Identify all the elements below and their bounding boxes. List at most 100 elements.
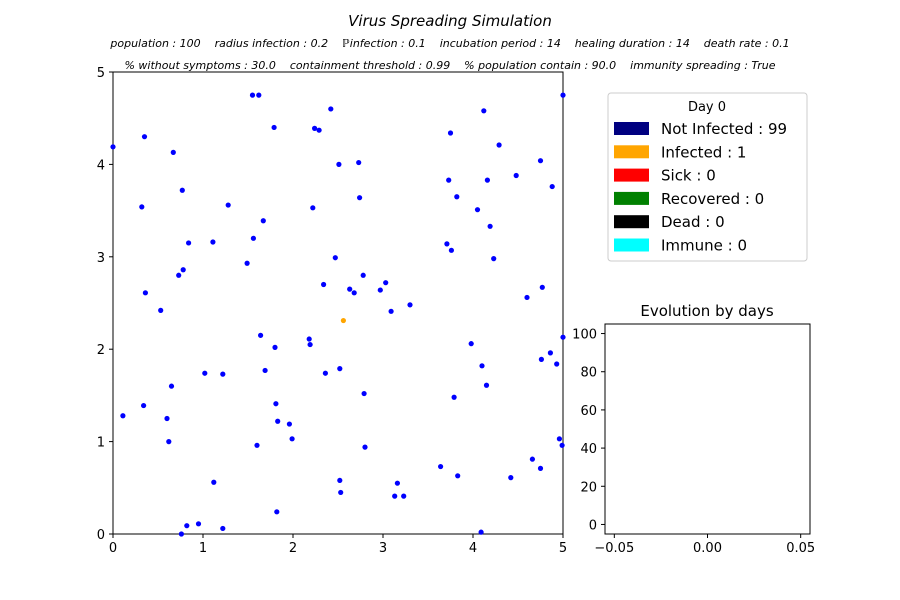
evolution-x-tick-label: −0.05	[594, 541, 634, 556]
legend-title: Day 0	[688, 100, 726, 115]
point-not-infected	[271, 124, 277, 131]
point-infected	[340, 317, 346, 324]
point-not-infected	[491, 256, 497, 262]
point-not-infected	[446, 177, 452, 183]
legend: Day 0 Not Infected : 99 Infected : 1 Sick …	[607, 92, 808, 262]
point-not-infected	[273, 401, 279, 407]
scatter-y-tick-label: 5	[97, 66, 105, 81]
point-not-infected	[139, 204, 145, 210]
scatter-x-tick-label: 3	[379, 541, 387, 556]
scatter-x-axis: 0 1 2 3 4 5	[109, 534, 567, 556]
point-not-infected	[513, 172, 519, 179]
point-not-infected	[468, 341, 474, 347]
legend-entry-label: Infected : 1	[661, 143, 746, 161]
point-not-infected	[484, 177, 490, 183]
evolution-title: Evolution by days	[640, 302, 773, 320]
point-not-infected	[383, 280, 389, 286]
legend-swatch	[614, 215, 649, 229]
point-not-infected	[316, 127, 322, 133]
legend-swatch	[614, 191, 649, 205]
point-not-infected	[508, 475, 514, 481]
point-not-infected	[556, 436, 563, 442]
point-not-infected	[479, 363, 485, 369]
point-not-infected	[170, 149, 176, 155]
point-not-infected	[158, 307, 164, 313]
point-not-infected	[554, 361, 560, 367]
legend-swatch	[614, 238, 649, 252]
point-not-infected	[338, 489, 344, 496]
point-not-infected	[347, 286, 353, 292]
point-not-infected	[262, 367, 268, 374]
point-not-infected	[220, 371, 226, 377]
point-not-infected	[328, 106, 334, 112]
point-not-infected	[362, 444, 368, 450]
point-not-infected	[549, 183, 555, 190]
params-line-1: population : 100 radius infection : 0.2 …	[109, 37, 789, 50]
scatter-x-tick-label: 4	[469, 541, 477, 556]
point-not-infected	[184, 523, 190, 529]
point-not-infected	[178, 531, 184, 537]
point-not-infected	[306, 336, 312, 342]
point-not-infected	[560, 334, 566, 340]
point-not-infected	[260, 218, 266, 224]
scatter-y-tick-label: 2	[97, 343, 105, 358]
point-not-infected	[244, 260, 250, 266]
point-not-infected	[176, 272, 182, 278]
legend-box	[607, 92, 808, 262]
point-not-infected	[256, 92, 262, 98]
legend-entry-label: Recovered : 0	[661, 190, 764, 208]
scatter-y-tick-label: 1	[97, 436, 105, 451]
point-not-infected	[392, 493, 398, 499]
point-not-infected	[225, 202, 231, 208]
point-not-infected	[401, 493, 407, 499]
figure-title: Virus Spreading Simulation	[348, 12, 552, 30]
point-not-infected	[258, 332, 264, 338]
scatter-y-tick-label: 3	[97, 251, 105, 266]
point-not-infected	[274, 509, 280, 515]
evolution-plot: Evolution by days −0.05 0.00 0.05 0 20 40 60 8…	[572, 302, 815, 556]
point-not-infected	[356, 159, 362, 166]
evolution-y-axis: 0 20 40 60 80 100	[572, 328, 605, 533]
point-not-infected	[447, 130, 454, 136]
point-not-infected	[286, 421, 292, 427]
point-not-infected	[164, 415, 170, 422]
point-not-infected	[361, 390, 367, 397]
point-not-infected	[438, 463, 444, 470]
evolution-x-tick-label: 0.00	[693, 541, 722, 556]
evolution-y-tick-label: 0	[589, 518, 597, 533]
point-not-infected	[407, 302, 413, 308]
evolution-y-tick-label: 80	[580, 366, 597, 381]
legend-entries: Not Infected : 99 Infected : 1 Sick : 0 Rec…	[614, 120, 787, 255]
point-not-infected	[448, 247, 454, 253]
point-not-infected	[179, 187, 185, 193]
point-not-infected	[377, 287, 383, 293]
point-not-infected	[289, 436, 295, 442]
point-not-infected	[496, 142, 502, 148]
evolution-y-tick-label: 100	[572, 328, 597, 343]
point-not-infected	[351, 290, 357, 296]
point-not-infected	[360, 272, 366, 278]
legend-swatch	[614, 122, 649, 135]
legend-entry-label: Sick : 0	[661, 167, 716, 185]
scatter-x-tick-label: 2	[289, 541, 297, 556]
point-not-infected	[559, 442, 565, 448]
point-not-infected	[141, 134, 148, 140]
point-not-infected	[337, 366, 343, 372]
legend-entry-label: Not Infected : 99	[661, 120, 787, 138]
point-not-infected	[487, 223, 493, 229]
scatter-plot-frame	[112, 71, 564, 535]
point-not-infected	[454, 194, 460, 200]
point-not-infected	[141, 402, 147, 409]
point-not-infected	[394, 480, 400, 486]
point-not-infected	[474, 207, 481, 213]
point-not-infected	[560, 92, 566, 98]
point-not-infected	[202, 370, 208, 376]
point-not-infected	[538, 356, 545, 362]
evolution-y-tick-label: 20	[580, 480, 597, 495]
legend-swatch	[614, 145, 649, 159]
scatter-points	[110, 92, 566, 537]
point-not-infected	[168, 383, 175, 389]
point-not-infected	[249, 92, 256, 98]
point-not-infected	[186, 240, 192, 246]
point-not-infected	[524, 294, 530, 301]
